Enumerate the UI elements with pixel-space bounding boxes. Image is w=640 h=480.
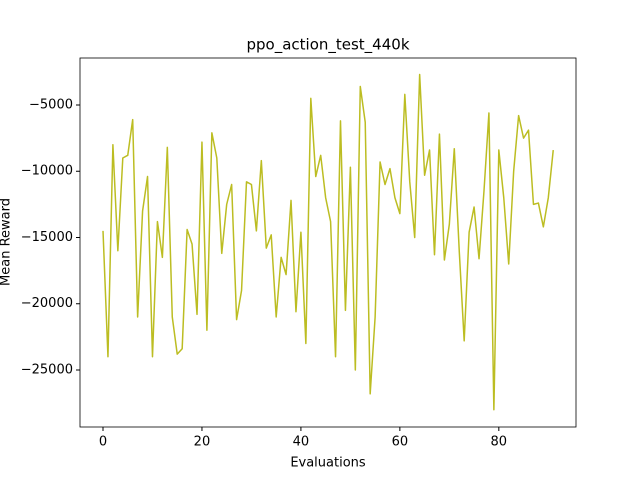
chart-title: ppo_action_test_440k (246, 36, 409, 55)
y-axis-label: Mean Reward (0, 198, 14, 286)
plot-frame (79, 57, 577, 428)
y-tick-label: −25000 (21, 362, 73, 377)
x-tick-label: 80 (491, 435, 508, 450)
x-tick-label: 40 (293, 435, 310, 450)
x-tick-label: 0 (99, 435, 107, 450)
y-tick-label: −20000 (21, 296, 73, 311)
y-tick-label: −10000 (21, 164, 73, 179)
data-line (102, 73, 554, 411)
y-tick-label: −5000 (29, 97, 73, 112)
x-tick-label: 20 (194, 435, 211, 450)
y-tick-label: −15000 (21, 230, 73, 245)
x-tick-label: 60 (392, 435, 409, 450)
x-axis-label: Evaluations (290, 456, 366, 471)
